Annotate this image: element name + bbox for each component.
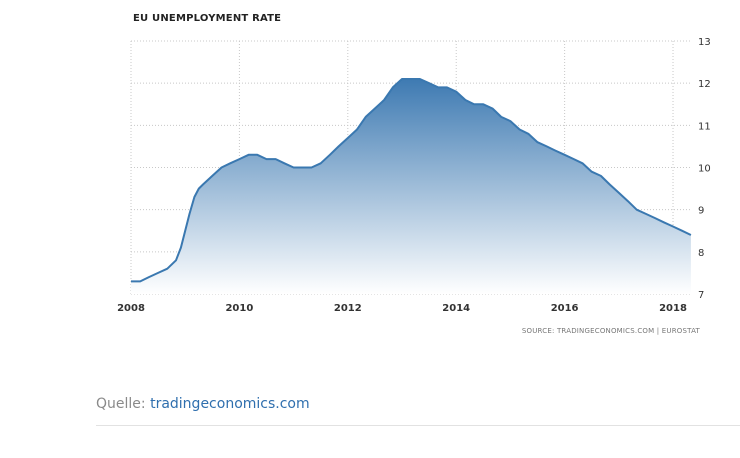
y-axis: 7 8 9 10 11 12 13 bbox=[698, 37, 711, 301]
series-line bbox=[131, 78, 692, 283]
source-note: SOURCE: TRADINGECONOMICS.COM | EUROSTAT bbox=[522, 327, 701, 335]
y-tick-label: 11 bbox=[698, 121, 711, 132]
y-tick-label: 7 bbox=[698, 290, 704, 301]
y-tick-label: 8 bbox=[698, 248, 704, 259]
x-tick-label: 2014 bbox=[442, 303, 470, 314]
x-tick-label: 2010 bbox=[225, 303, 253, 314]
chart-title: EU UNEMPLOYMENT RATE bbox=[133, 13, 281, 24]
x-tick-label: 2012 bbox=[334, 303, 362, 314]
y-tick-label: 9 bbox=[698, 206, 704, 217]
caption-prefix: Quelle: bbox=[96, 396, 151, 412]
y-tick-label: 10 bbox=[698, 164, 711, 175]
y-tick-label: 13 bbox=[698, 37, 711, 48]
y-tick-label: 12 bbox=[698, 79, 711, 90]
caption: Quelle: tradingeconomics.com bbox=[96, 396, 310, 412]
series-area bbox=[131, 78, 692, 294]
x-tick-label: 2018 bbox=[659, 303, 687, 314]
x-tick-label: 2016 bbox=[551, 303, 579, 314]
divider bbox=[96, 425, 740, 426]
x-axis: 2008 2010 2012 2014 2016 2018 bbox=[117, 303, 687, 314]
series-fill bbox=[131, 79, 691, 294]
source-link[interactable]: tradingeconomics.com bbox=[150, 396, 310, 412]
x-tick-label: 2008 bbox=[117, 303, 145, 314]
